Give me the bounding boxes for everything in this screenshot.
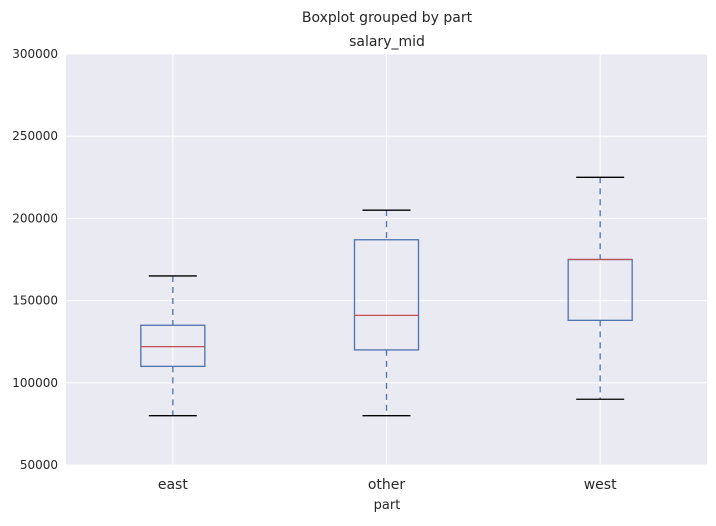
y-tick-label: 150000 [12, 294, 58, 308]
y-tick-label: 300000 [12, 47, 58, 61]
x-axis-ticks: east other west [158, 477, 617, 493]
boxes-layer [140, 176, 633, 417]
chart-suptitle: Boxplot grouped by part [302, 10, 473, 26]
iqr-box [140, 324, 206, 368]
box-east [140, 275, 206, 417]
box-other [353, 209, 420, 417]
y-tick-label: 250000 [12, 129, 58, 143]
y-tick-label: 50000 [20, 458, 58, 472]
box-west [567, 176, 633, 400]
y-tick-label: 200000 [12, 211, 58, 225]
y-tick-label: 100000 [12, 376, 58, 390]
x-tick-label: east [158, 477, 188, 493]
chart-title: salary_mid [349, 34, 425, 50]
x-tick-label: west [584, 477, 617, 493]
x-axis-label: part [374, 498, 401, 513]
x-tick-label: other [368, 477, 406, 493]
iqr-box [353, 239, 420, 351]
y-axis-ticks: 50000 100000 150000 200000 250000 300000 [12, 47, 58, 472]
